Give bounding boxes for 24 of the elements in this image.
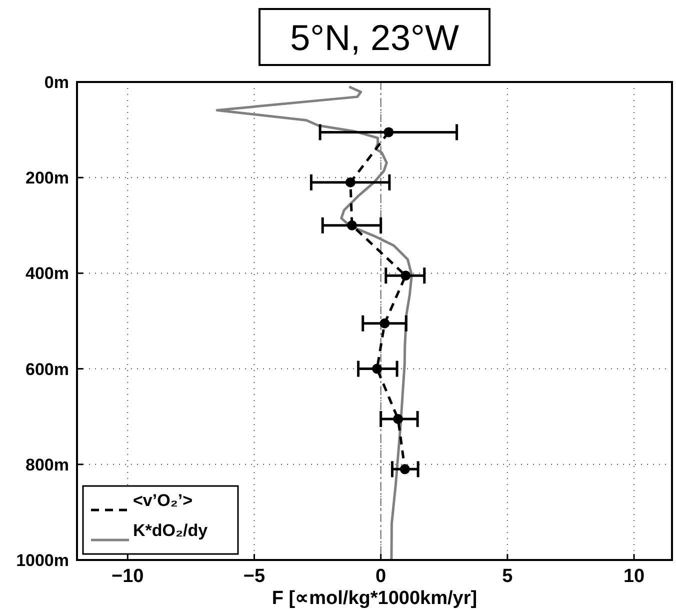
point	[346, 220, 357, 230]
chart-title: 5°N, 23°W	[290, 17, 459, 58]
x-tick-label: 10	[623, 566, 645, 587]
x-axis-title: F [∝mol/kg*1000km/yr]	[272, 588, 478, 609]
y-tick-label: 800m	[26, 455, 69, 474]
line-series	[216, 86, 413, 562]
y-tick-label: 200m	[26, 168, 69, 188]
legend-label: <v’O₂’>	[133, 491, 193, 510]
y-tick-label: 1000m	[16, 551, 69, 570]
legend-label: K*dO₂/dy	[133, 521, 208, 540]
x-tick-label: 5	[502, 566, 514, 587]
x-tick-label: 0	[376, 566, 386, 587]
point	[345, 177, 356, 188]
y-tick-label: 0m	[44, 73, 69, 92]
point	[400, 464, 410, 474]
point	[384, 127, 394, 138]
point	[393, 414, 404, 424]
point	[400, 270, 411, 281]
point	[380, 318, 390, 328]
y-tick-label: 600m	[26, 360, 69, 379]
x-tick-label: −10	[112, 566, 144, 587]
x-tick-label: −5	[243, 566, 266, 587]
point	[372, 364, 382, 374]
y-tick-label: 400m	[26, 264, 69, 284]
